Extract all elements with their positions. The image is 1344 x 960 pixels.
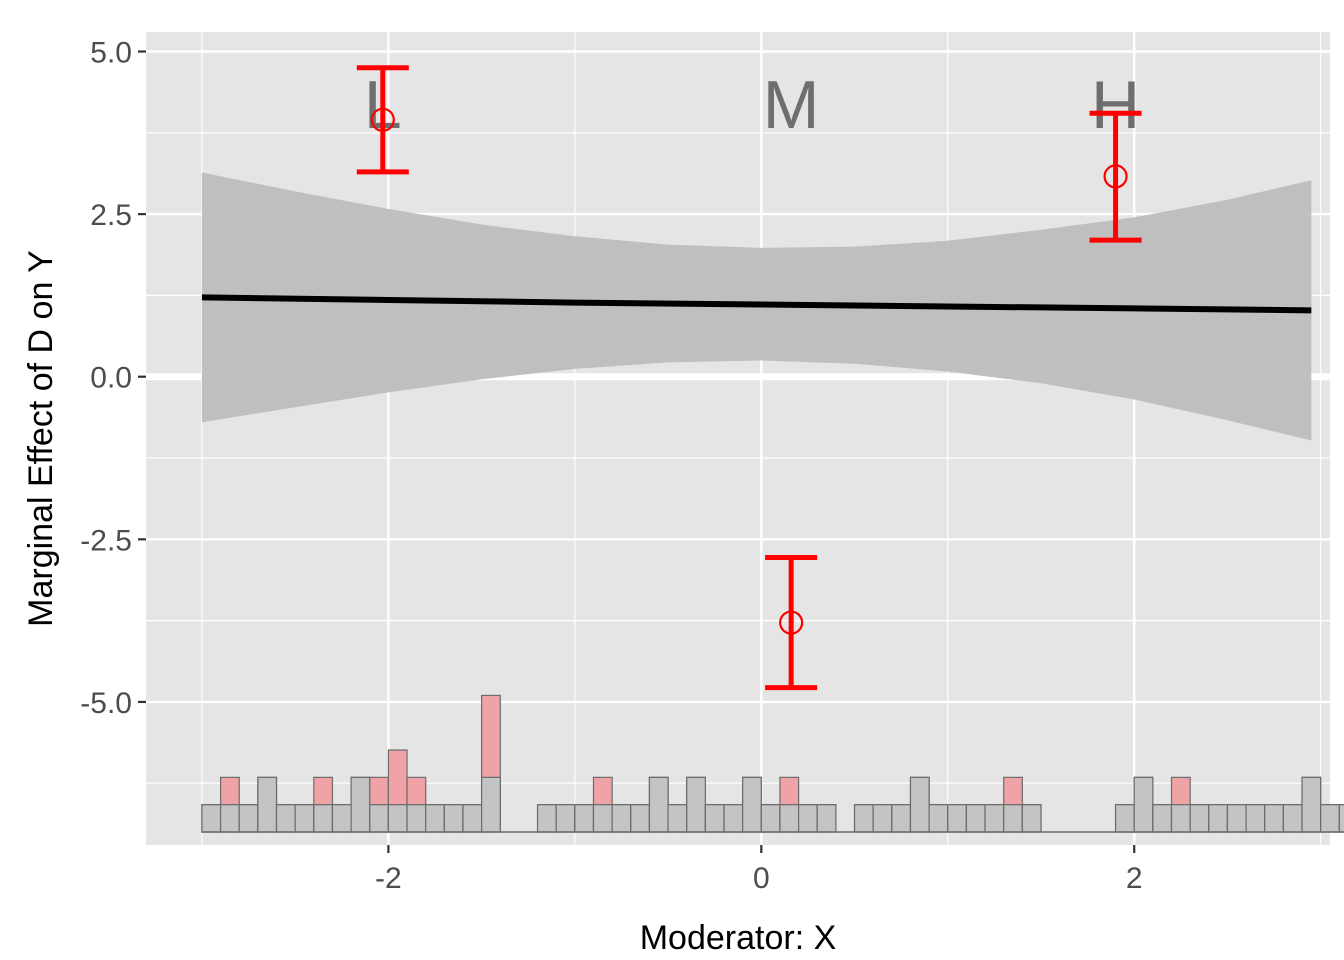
histogram-bar-control bbox=[1170, 804, 1191, 833]
x-tick-label: 2 bbox=[1126, 862, 1143, 895]
histogram-bar-control bbox=[909, 776, 930, 833]
binned-estimates bbox=[356, 65, 1142, 691]
histogram-bar-control bbox=[742, 776, 762, 833]
region-label-m: M bbox=[763, 67, 820, 143]
histogram-bar-control bbox=[1264, 804, 1284, 833]
histogram-bar-control bbox=[1226, 804, 1247, 833]
histogram-bar-control bbox=[872, 804, 893, 833]
histogram-bar-control bbox=[238, 804, 259, 833]
histogram-bar-control bbox=[574, 804, 595, 833]
histogram-bar-control bbox=[686, 776, 706, 833]
histogram-bar-control bbox=[331, 804, 352, 833]
plot-panel bbox=[146, 32, 1330, 845]
histogram-bar-control bbox=[1133, 776, 1154, 833]
histogram bbox=[201, 694, 1344, 833]
histogram-bar-control bbox=[965, 804, 986, 833]
histogram-bar-control bbox=[947, 804, 968, 833]
histogram-bar-control bbox=[1338, 804, 1344, 833]
x-axis-title: Moderator: X bbox=[640, 919, 837, 957]
histogram-bar-control bbox=[406, 804, 427, 833]
histogram-bar-control bbox=[1245, 804, 1266, 833]
histogram-bar-control bbox=[555, 804, 576, 833]
histogram-bar-control bbox=[481, 776, 501, 833]
y-tick-label: -5.0 bbox=[80, 687, 132, 720]
histogram-bar-control bbox=[1152, 804, 1173, 833]
histogram-bar-control bbox=[443, 804, 464, 833]
histogram-bar-control bbox=[536, 804, 557, 833]
y-axis-title: Marginal Effect of D on Y bbox=[22, 250, 60, 627]
histogram-bar-control bbox=[313, 804, 334, 833]
histogram-bar-control bbox=[667, 804, 688, 833]
y-tick-label: 5.0 bbox=[90, 37, 132, 70]
histogram-bar-control bbox=[350, 776, 371, 833]
histogram-bar-control bbox=[797, 804, 818, 833]
histogram-bar-control bbox=[219, 804, 240, 833]
histogram-bar-control bbox=[723, 804, 744, 833]
histogram-bar-control bbox=[1208, 804, 1229, 833]
histogram-bar-control bbox=[294, 804, 315, 833]
histogram-bar-control bbox=[257, 776, 278, 833]
binned-estimate-h bbox=[1089, 110, 1142, 243]
histogram-bar-control bbox=[462, 804, 483, 833]
histogram-bar-control bbox=[1003, 804, 1023, 833]
x-tick-label: -2 bbox=[375, 862, 402, 895]
histogram-bar-control bbox=[760, 804, 781, 833]
histogram-bar-control bbox=[425, 804, 445, 833]
binned-point bbox=[1103, 164, 1128, 189]
histogram-bar-control bbox=[387, 804, 408, 833]
histogram-bar-control bbox=[816, 804, 837, 833]
histogram-bar-control bbox=[1320, 804, 1340, 833]
estimate-line bbox=[201, 294, 1312, 314]
x-tick-label: 0 bbox=[753, 862, 770, 895]
y-axis: 5.0 2.5 0.0 -2.5 -5.0 bbox=[80, 37, 146, 720]
binned-estimate-m bbox=[765, 555, 818, 691]
histogram-bar-control bbox=[1189, 804, 1210, 833]
histogram-bar-control bbox=[369, 804, 389, 833]
y-tick-label: 2.5 bbox=[90, 199, 132, 232]
histogram-bar-control bbox=[630, 804, 651, 833]
histogram-bar-control bbox=[1021, 804, 1042, 833]
histogram-bar-control bbox=[592, 804, 613, 833]
region-labels: LMH bbox=[364, 67, 1140, 143]
histogram-bar-control bbox=[275, 804, 296, 833]
y-tick-label: -2.5 bbox=[80, 524, 132, 557]
histogram-bar-control bbox=[853, 804, 874, 833]
y-tick-label: 0.0 bbox=[90, 362, 132, 395]
histogram-bar-control bbox=[891, 804, 912, 833]
histogram-bar-control bbox=[1301, 776, 1322, 833]
x-axis: -2 0 2 bbox=[375, 845, 1143, 895]
histogram-bar-control bbox=[928, 804, 949, 833]
histogram-bar-control bbox=[779, 804, 800, 833]
histogram-bar-control bbox=[1114, 804, 1135, 833]
histogram-bar-control bbox=[611, 804, 632, 833]
histogram-bar-control bbox=[648, 776, 669, 833]
histogram-bar-control bbox=[704, 804, 725, 833]
histogram-bar-control bbox=[201, 804, 222, 833]
histogram-bar-control bbox=[1282, 804, 1303, 833]
binned-point bbox=[370, 107, 395, 132]
binned-point bbox=[779, 610, 804, 635]
histogram-bar-control bbox=[984, 804, 1005, 833]
binned-estimate-l bbox=[356, 65, 409, 175]
